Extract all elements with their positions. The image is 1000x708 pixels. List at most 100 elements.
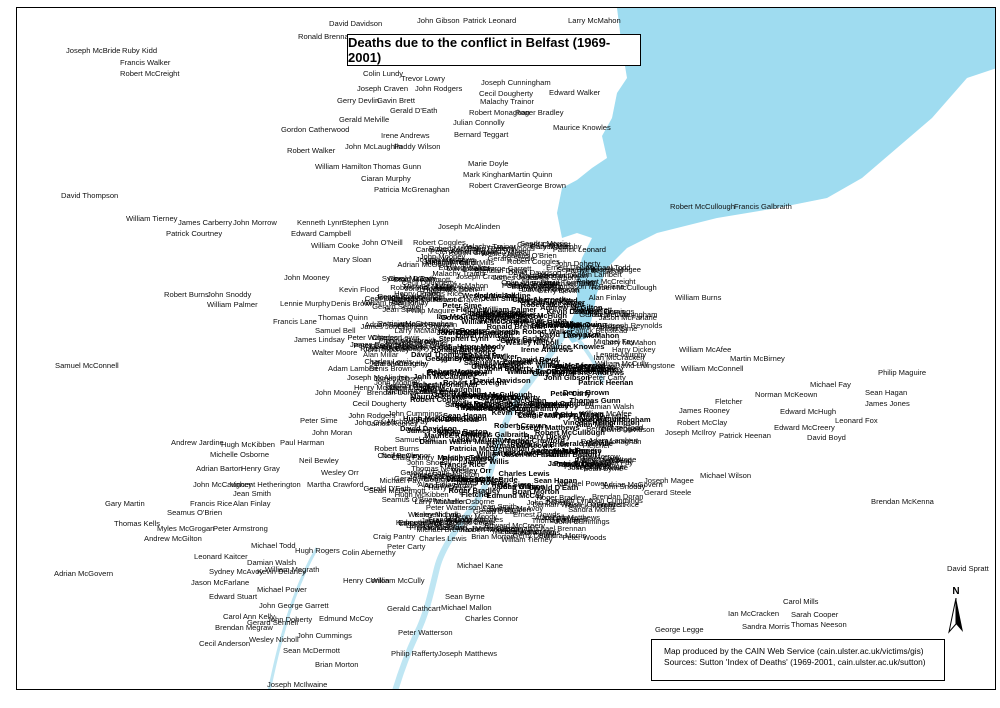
victim-name-label: Harry Dickey: [612, 345, 656, 354]
clustered-name-label: John Gibson: [543, 373, 591, 383]
clustered-name-label: Alan Finlay: [417, 479, 456, 489]
clustered-name-label: Jason McFarlane: [501, 450, 564, 460]
clustered-name-label: Joseph Matthews: [462, 307, 527, 317]
clustered-name-label: Gerald Melville: [431, 389, 486, 399]
clustered-name-label: Charles Lewis: [401, 341, 449, 351]
clustered-name-label: Thomas Gunn: [569, 396, 621, 406]
victim-name-label: Alan Finlay: [233, 499, 271, 508]
victim-name-label: George Legge: [655, 625, 704, 634]
victim-name-label: Myles McGrogan: [157, 524, 215, 533]
clustered-name-label: Joseph Craven: [455, 272, 508, 282]
clustered-name-label: Sydney McAvoy: [435, 354, 494, 364]
clustered-name-label: Peter Watterson: [425, 502, 481, 512]
clustered-name-label: John Doherty: [526, 498, 572, 508]
victim-name-label: Gordon Catherwood: [281, 125, 350, 134]
clustered-name-label: Michelle Osborne: [513, 366, 578, 376]
victim-name-label: Francis Rice: [190, 499, 233, 508]
clustered-name-label: Malachy Trainor: [432, 268, 487, 278]
clustered-name-label: Peter Armstrong: [499, 527, 555, 537]
clustered-name-label: William Palmer: [575, 462, 627, 471]
victim-name-label: Mark Kinghan: [463, 170, 510, 179]
clustered-name-label: Sean McDermott: [368, 485, 426, 495]
clustered-name-label: Edward Walker: [463, 352, 518, 362]
clustered-name-label: Carol Mills: [458, 258, 495, 268]
clustered-name-label: Edmund McCoy: [486, 491, 544, 501]
clustered-name-label: Vincent Hetherington: [408, 469, 480, 479]
clustered-name-label: Ronald Brennan: [402, 319, 458, 329]
clustered-name-label: Peter Carty: [582, 454, 622, 464]
victim-name-label: Peter Carty: [387, 542, 426, 551]
clustered-name-label: John Cummings: [387, 408, 443, 418]
victim-name-label: John O'Neill: [362, 238, 403, 247]
victim-name-label: Henry Gray: [241, 464, 280, 473]
clustered-name-label: Larry McMahon: [414, 497, 468, 507]
north-arrow-label: N: [952, 586, 960, 597]
victim-name-label: Michael Todd: [251, 541, 296, 550]
clustered-name-label: William Tierney: [506, 367, 563, 377]
clustered-name-label: Gerard Sennell: [372, 301, 424, 311]
clustered-name-label: Gerald D'Eath: [471, 362, 522, 372]
victim-name-label: William Hamilton: [315, 162, 372, 171]
clustered-name-label: Robert McCreight: [520, 300, 585, 310]
clustered-name-label: Maurice Knowles: [385, 336, 444, 346]
victim-name-label: Carol Mills: [783, 597, 819, 606]
clustered-name-label: Malachy Trainor: [437, 452, 496, 462]
clustered-name-label: John Doherty: [555, 258, 601, 268]
clustered-name-label: William Hamilton: [361, 298, 419, 308]
clustered-name-label: John O'Neill: [354, 418, 396, 428]
victim-name-label: David Davidson: [329, 19, 383, 28]
clustered-name-label: Lennie Murphy: [518, 410, 573, 420]
clustered-name-label: Francis Rice: [420, 289, 463, 299]
victim-name-label: Thomas Neeson: [791, 620, 847, 629]
clustered-name-label: Samuel Bell: [394, 435, 436, 445]
north-arrow: N: [945, 586, 967, 634]
clustered-name-label: Thomas Gunn: [456, 403, 508, 413]
clustered-name-label: Joseph McAlinden: [347, 373, 410, 383]
victim-name-label: Martin McBirney: [730, 354, 785, 363]
clustered-name-label: Gavin Brett: [586, 499, 625, 509]
clustered-name-label: John O'Neill: [436, 328, 481, 338]
clustered-name-label: David Davidson: [601, 424, 655, 434]
victim-name-label: Robert Craven: [469, 181, 519, 190]
clustered-name-label: Francis Rice: [596, 500, 640, 510]
clustered-name-label: Brendan Doran: [474, 265, 527, 275]
clustered-name-label: Gordon Catherwood: [498, 399, 572, 409]
clustered-name-label: Michael Mallon: [403, 281, 454, 291]
victim-name-label: Brendan McKenna: [871, 497, 934, 506]
victim-name-label: Gary Martin: [105, 499, 145, 508]
victim-name-label: Joseph McBride: [66, 46, 121, 55]
victim-name-label: Sean Hagan: [865, 388, 908, 397]
clustered-name-label: Leonard Fox: [399, 519, 442, 529]
victim-name-label: James Carberry: [178, 218, 233, 227]
clustered-name-label: Gerry Devlin: [537, 286, 580, 296]
clustered-name-label: Seamus O'Brien: [381, 494, 437, 504]
clustered-name-label: Colin Abernethy: [438, 343, 497, 353]
clustered-name-label: Colin Abernethy: [512, 294, 571, 304]
victim-name-label: Bernard Teggart: [454, 130, 509, 139]
clustered-name-label: Michael Power: [557, 478, 607, 488]
clustered-name-label: Jean Smith: [481, 294, 523, 304]
clustered-name-label: Vincent Hetherington: [443, 327, 521, 337]
clustered-name-label: Patrick Benstead: [417, 415, 480, 425]
clustered-name-label: Carol Ann Kelly: [374, 359, 427, 369]
victim-name-label: John Doherty: [267, 615, 313, 624]
victim-name-label: Peter Watterson: [398, 628, 453, 637]
clustered-name-label: Robert McCullough: [462, 389, 533, 399]
credit-line-2: Sources: Sutton 'Index of Deaths' (1969-…: [664, 657, 926, 667]
clustered-name-label: Edmund McCoy: [485, 312, 543, 322]
clustered-name-label: Robert McCullough: [591, 283, 657, 293]
victim-name-label: William Cooke: [311, 241, 360, 250]
clustered-name-label: John McLaughlin: [418, 384, 482, 394]
victim-name-label: Sandra Morris: [742, 622, 790, 631]
clustered-name-label: Malachy Trainor: [425, 257, 480, 267]
victim-name-label: Robert McCreight: [120, 69, 180, 78]
clustered-name-label: Roger Bradley: [448, 485, 501, 495]
victim-name-label: Peter Woods: [491, 244, 535, 253]
clustered-name-label: Maurice Knowles: [445, 514, 504, 524]
clustered-name-label: Alan Finlay: [588, 293, 627, 303]
clustered-name-label: Joseph McIlwaine: [567, 463, 628, 473]
clustered-name-label: Damian Walsh: [419, 437, 472, 447]
victim-name-label: John McLaughlin: [345, 142, 403, 151]
clustered-name-label: Robert McCullough: [534, 428, 605, 438]
clustered-name-label: George Brown: [425, 353, 478, 363]
